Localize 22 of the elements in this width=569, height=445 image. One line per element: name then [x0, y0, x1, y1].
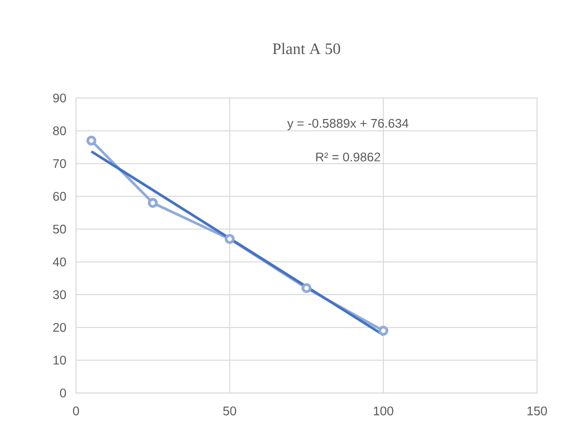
chart-title: Plant A 50: [272, 42, 340, 54]
y-tick-label: 20: [53, 323, 66, 332]
y-tick-label: 0: [60, 388, 66, 398]
point: [86, 136, 96, 146]
point: [148, 198, 158, 208]
x-tick-label: 100: [374, 406, 394, 416]
y-tick-label: 60: [53, 192, 66, 201]
y-tick-label: 40: [52, 257, 66, 266]
annotation: y = -0.5889x + 76.634: [287, 118, 408, 130]
y-tick-label: 30: [53, 290, 66, 300]
x-tick-label: 150: [528, 406, 547, 416]
x-tick-label: 50: [223, 406, 236, 416]
annotation: R² = 0.9862: [316, 152, 380, 162]
y-tick-label: 80: [53, 126, 66, 136]
y-tick-label: 70: [53, 159, 66, 168]
y-tick-label: 90: [53, 94, 66, 102]
point: [224, 234, 235, 244]
y-tick-label: 50: [53, 224, 66, 234]
x-tick-label: 0: [73, 406, 79, 416]
point: [378, 326, 388, 336]
point: [302, 283, 312, 294]
y-tick-label: 10: [54, 356, 66, 365]
